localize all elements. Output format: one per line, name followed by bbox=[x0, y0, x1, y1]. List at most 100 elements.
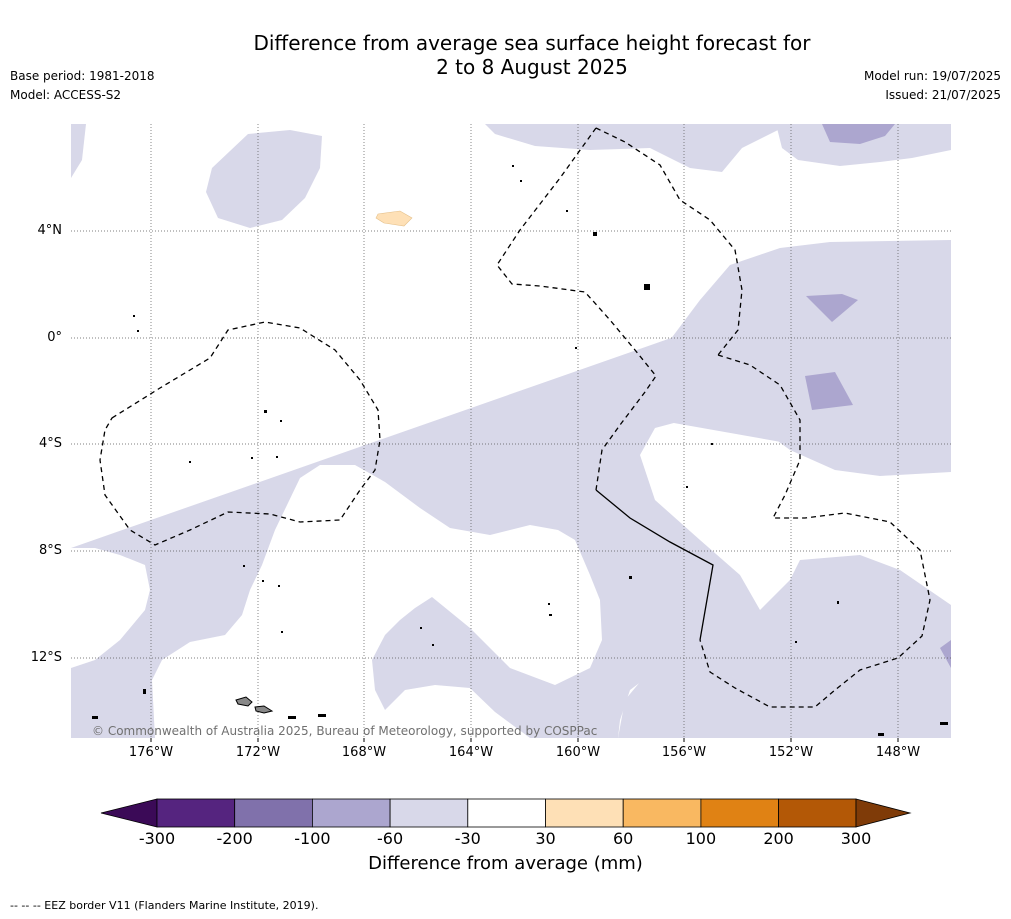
eez-border-solid-segment bbox=[595, 489, 714, 641]
graticule bbox=[71, 124, 951, 738]
meta-right: Model run: 19/07/2025 Issued: 21/07/2025 bbox=[864, 67, 1001, 105]
axis-ticks bbox=[150, 738, 899, 742]
island bbox=[644, 284, 650, 290]
island bbox=[264, 410, 267, 413]
island bbox=[837, 601, 839, 604]
colorbar-bin bbox=[467, 798, 546, 828]
island bbox=[940, 722, 948, 725]
island bbox=[549, 614, 552, 616]
island-samoa-savaii bbox=[254, 705, 274, 714]
lon-label-168w: 168°W bbox=[341, 745, 387, 760]
eez-borders bbox=[99, 127, 931, 708]
island bbox=[795, 641, 797, 643]
anomaly-region-top-left-blob bbox=[206, 130, 322, 228]
anomaly-region-far-east-core bbox=[940, 640, 951, 668]
colorbar-tick: -30 bbox=[454, 829, 481, 848]
anomaly-neg60-regions bbox=[805, 124, 951, 668]
lon-label-156w: 156°W bbox=[661, 745, 707, 760]
island bbox=[280, 420, 282, 422]
colorbar-extend-high bbox=[855, 798, 912, 828]
island bbox=[133, 315, 135, 317]
eez-border-kiribati-line-north bbox=[595, 127, 743, 356]
anomaly-region-top-center bbox=[485, 124, 790, 172]
island bbox=[878, 733, 884, 736]
model-run: Model run: 19/07/2025 bbox=[863, 69, 1001, 83]
meta-left: Base period: 1981-2018 Model: ACCESS-S2 bbox=[10, 67, 155, 105]
colorbar-extend-low bbox=[100, 798, 158, 828]
colorbar-tick: 300 bbox=[840, 829, 872, 848]
title-line-1: Difference from average sea surface heig… bbox=[253, 31, 811, 55]
colorbar bbox=[100, 798, 912, 828]
colorbar-tick: -100 bbox=[294, 829, 331, 848]
copyright-notice: © Commonwealth of Australia 2025, Bureau… bbox=[92, 724, 598, 738]
island bbox=[288, 716, 296, 719]
island-samoa-upolu bbox=[235, 696, 253, 707]
anomaly-region-top-right-core bbox=[822, 124, 895, 144]
island bbox=[278, 585, 280, 587]
colorbar-bin bbox=[545, 798, 624, 828]
colorbar-bin bbox=[156, 798, 236, 828]
island bbox=[420, 627, 422, 629]
lon-label-172w: 172°W bbox=[235, 745, 281, 760]
base-period: Base period: 1981-2018 bbox=[10, 69, 155, 83]
eez-border-kiribati-line-south bbox=[699, 354, 931, 708]
lat-label-8s: 8°S bbox=[38, 543, 62, 558]
map-plot-area bbox=[71, 124, 951, 738]
title-line-2: 2 to 8 August 2025 bbox=[436, 55, 628, 79]
anomaly-region-top-left-edge bbox=[71, 124, 86, 178]
eez-footnote: -- -- -- EEZ border V11 (Flanders Marine… bbox=[10, 899, 319, 912]
colorbar-label: Difference from average (mm) bbox=[368, 853, 643, 874]
colorbar-tick: 60 bbox=[613, 829, 634, 848]
island bbox=[143, 689, 146, 694]
island bbox=[243, 565, 245, 567]
island bbox=[566, 210, 568, 212]
lon-label-164w: 164°W bbox=[448, 745, 494, 760]
island bbox=[137, 330, 139, 332]
issued-date: Issued: 21/07/2025 bbox=[885, 88, 1001, 102]
lat-label-0: 0° bbox=[47, 330, 62, 345]
island bbox=[593, 232, 597, 236]
island bbox=[92, 716, 98, 719]
colorbar-bin bbox=[700, 798, 780, 828]
island bbox=[262, 580, 264, 582]
island bbox=[686, 486, 688, 488]
anomaly-neg30-regions bbox=[71, 124, 951, 738]
colorbar-tick: -60 bbox=[377, 829, 404, 848]
island bbox=[575, 347, 577, 349]
island bbox=[318, 714, 326, 717]
island bbox=[512, 165, 514, 167]
eez-border-kiribati-phoenix bbox=[99, 321, 381, 546]
island bbox=[251, 457, 253, 459]
lon-label-176w: 176°W bbox=[128, 745, 174, 760]
island bbox=[520, 180, 522, 182]
island bbox=[629, 576, 632, 579]
lat-label-4n: 4°N bbox=[37, 223, 63, 238]
map-title: Difference from average sea surface heig… bbox=[0, 31, 1011, 79]
lon-label-148w: 148°W bbox=[875, 745, 921, 760]
lat-label-4s: 4°S bbox=[38, 436, 62, 451]
anomaly-region-positive bbox=[375, 210, 413, 227]
island bbox=[281, 631, 283, 633]
model-name: Model: ACCESS-S2 bbox=[10, 88, 122, 102]
colorbar-bin bbox=[778, 798, 857, 828]
island bbox=[432, 644, 434, 646]
anomaly-region-east-band bbox=[600, 240, 951, 472]
colorbar-bin bbox=[622, 798, 702, 828]
colorbar-tick: 100 bbox=[685, 829, 717, 848]
island bbox=[548, 603, 550, 605]
lon-label-152w: 152°W bbox=[768, 745, 814, 760]
island bbox=[711, 443, 713, 445]
colorbar-bin bbox=[389, 798, 469, 828]
island bbox=[276, 456, 278, 458]
anomaly-region-east-core-1 bbox=[806, 294, 858, 322]
anomaly-region-top-right bbox=[776, 124, 951, 166]
anomaly-region-east-core-2 bbox=[805, 372, 853, 410]
anomaly-region-bottom-right-fill bbox=[618, 580, 951, 738]
lon-label-160w: 160°W bbox=[555, 745, 601, 760]
colorbar-tick: -200 bbox=[216, 829, 253, 848]
island bbox=[189, 461, 191, 463]
colorbar-tick: -300 bbox=[138, 829, 176, 848]
colorbar-bin bbox=[234, 798, 313, 828]
lat-label-12s: 12°S bbox=[30, 650, 62, 665]
